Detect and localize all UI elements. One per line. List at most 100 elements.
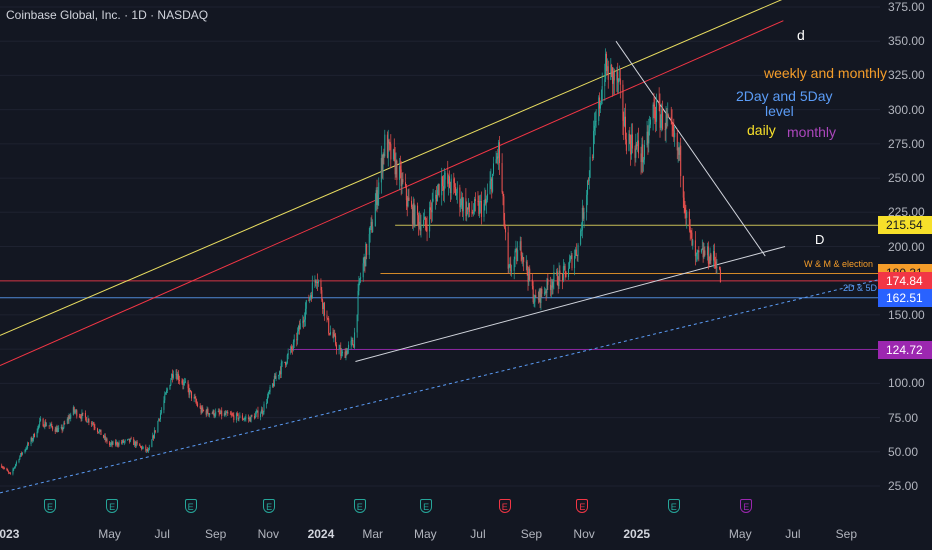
candle-body [453,178,455,183]
candle-body [441,176,443,196]
candle-body [612,67,614,84]
candle-body [605,53,607,80]
earnings-marker[interactable]: E [576,499,589,513]
candle-body [678,147,680,155]
earnings-marker[interactable]: E [420,499,433,513]
candle-body [712,251,714,261]
y-tick-label: 50.00 [888,444,919,459]
candle-body [606,66,608,72]
candle-body [206,408,208,415]
candle-body [444,172,446,180]
candle-body [90,422,92,424]
candle-body [489,181,491,194]
candle-body [543,293,545,295]
candle-body [115,442,117,445]
candle-body [169,384,171,390]
candle-body [507,232,509,269]
candle-body [279,371,281,376]
candle-body [505,228,507,233]
candle-body [159,413,161,420]
candle-body [368,234,370,255]
candle-body [625,139,627,151]
candle-body [207,408,209,414]
y-tick-label: 375.00 [888,0,925,14]
candle-body [257,410,259,418]
candle-body [658,100,660,106]
candle-body [364,256,366,267]
candle-body [242,419,244,421]
candle-body [704,250,706,256]
y-tick-label: 25.00 [888,479,919,493]
candle-body [21,452,23,455]
candle-body [374,203,376,227]
candle-body [33,433,35,440]
price-badge: 215.54 [878,216,932,235]
candle-body [121,442,123,444]
candle-body [701,248,703,250]
earnings-marker[interactable]: E [44,499,57,513]
candle-body [577,244,579,256]
candle-body [480,201,482,203]
earnings-marker[interactable]: E [263,499,276,513]
candle-body [698,250,700,253]
candle-body [394,153,396,175]
candle-body [351,340,353,341]
candle-body [389,143,391,145]
candle-body [442,176,444,187]
candle-body [653,104,655,107]
candle-body [375,190,377,204]
candle-body [98,430,100,433]
candle-body [305,300,307,309]
earnings-marker[interactable]: E [740,499,753,513]
candle-body [432,198,434,202]
candle-body [112,441,114,445]
candle-body [166,390,168,393]
earnings-marker[interactable]: E [106,499,119,513]
candle-body [147,449,149,452]
candle-body [91,423,93,425]
candle-body [42,418,44,427]
candle-body [680,145,682,177]
candle-body [260,413,262,418]
candle-body [525,261,527,263]
candle-body [236,413,238,415]
earnings-marker[interactable]: E [498,499,511,513]
candle-body [555,271,557,273]
candle-body [667,115,669,119]
candle-body [672,124,674,131]
candle-body [290,346,292,353]
candle-body [528,268,530,282]
candle-body [39,420,41,425]
candle-body [411,200,413,208]
candle-body [424,216,426,226]
x-tick-label: Jul [154,527,170,541]
candle-body [178,380,180,381]
candle-body [61,426,63,431]
candle-body [461,197,463,212]
candle-body [703,250,705,258]
candle-body [504,220,506,229]
earnings-marker[interactable]: E [353,499,366,513]
earnings-marker[interactable]: E [184,499,197,513]
trendline [0,278,881,494]
candle-body [314,280,316,283]
candle-body [45,422,47,426]
candle-body [604,79,606,87]
candle-body [656,100,658,122]
x-tick-label: 2024 [307,527,335,541]
candle-body [32,439,34,441]
candle-body [513,259,515,271]
trendline [0,20,784,367]
candle-body [184,381,186,383]
candle-body [20,453,22,457]
candle-body [321,290,323,301]
candle-body [684,207,686,213]
grid [0,6,880,487]
earnings-marker[interactable]: E [667,499,680,513]
candle-body [631,134,633,155]
candle-body [291,348,293,350]
candle-body [393,149,395,154]
candle-body [103,435,105,438]
candle-body [520,241,522,256]
